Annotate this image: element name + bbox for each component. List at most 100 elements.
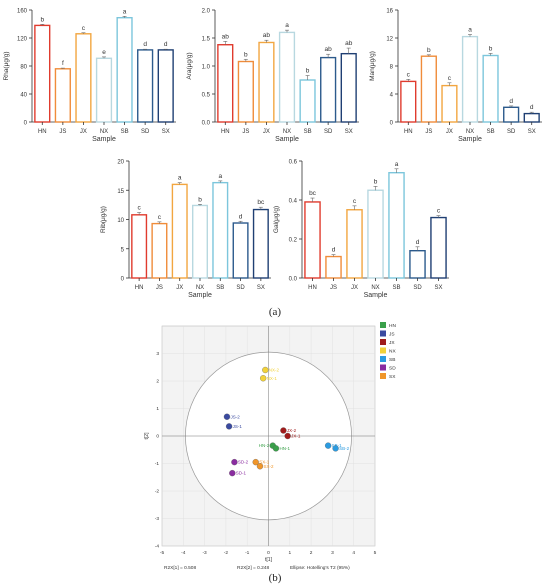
legend-swatch-SX [380,373,386,379]
bar-JS [325,255,342,279]
y-tick-label: 3 [156,351,159,357]
point-SD-2 [231,458,238,466]
significance-letter: a [285,22,289,29]
y-tick-label: -1 [155,461,160,467]
x-tick-label: NX [196,285,204,291]
y-tick-label: 0.6 [289,160,298,166]
bar-SD [409,249,426,279]
x-tick-label: 2 [310,550,313,556]
x-tick-label: 0 [267,550,270,556]
point-label: NX-1 [267,376,278,381]
bar-JX [171,183,188,279]
bar-JS [237,60,254,123]
significance-letter: bc [257,199,265,206]
bar-SD [320,56,337,123]
x-tick-label: JX [351,285,358,291]
bar-SD [232,222,249,279]
bar-JX [346,209,363,279]
point-label: JX-1 [291,434,301,439]
bar-SX [523,112,540,123]
x-tick-label: 1 [288,550,291,556]
significance-letter: d [143,41,147,48]
x-tick-label: NX [283,129,291,135]
significance-letter: d [239,213,243,220]
x-tick-label: SD [141,129,150,135]
y-axis-label: Man(μg/g) [369,51,376,81]
x-tick-label: HN [221,129,230,135]
significance-letter: c [353,198,357,205]
y-tick-label: 16 [386,9,393,15]
legend-swatch-SB [380,356,386,362]
x-tick-label: JX [80,129,87,135]
x-tick-label: -2 [224,550,229,556]
legend-label: JS [389,332,395,338]
point-JX-1 [284,432,291,440]
x-tick-label: NX [466,129,474,135]
point-HN-1 [272,445,280,452]
x-tick-label: SB [304,129,312,135]
y-tick-label: 0 [156,434,159,440]
x-axis-label: Sample [92,136,116,143]
significance-letter: b [40,16,44,23]
y-tick-label: 2.0 [202,9,211,15]
significance-letter: c [138,204,142,211]
point-label: SX-1 [259,460,270,465]
y-axis-label: Rib(μg/g) [100,206,107,233]
r2x1-label: R2X[1] = 0.508 [164,565,196,571]
bar-HN [34,24,51,123]
caption-a: (a) [268,306,282,318]
x-axis-label: Sample [275,136,299,143]
point-JS-2 [223,413,231,420]
point-JS-1 [225,423,233,430]
x-tick-label: -4 [181,550,186,556]
significance-letter: c [437,208,441,215]
bar-NX [191,204,209,279]
x-tick-label: SX [345,129,353,135]
y-tick-label: 0.0 [202,121,211,127]
caption-b: (b) [268,572,282,584]
x-tick-label: SD [236,285,245,291]
significance-letter: e [102,49,106,56]
significance-letter: d [164,41,168,48]
significance-letter: ab [325,46,333,53]
legend-label: NX [389,349,396,355]
point-label: JS-1 [233,424,243,429]
bar-JS [54,68,71,123]
ellipse-label: Ellipse: Hotelling's T2 (95%) [290,565,350,571]
y-tick-label: 0 [390,121,394,127]
bar-SD [503,106,520,123]
bar-SB [116,16,133,123]
x-tick-label: JX [263,129,270,135]
y-axis-label: Rha(μg/g) [3,51,10,80]
legend-label: JX [389,340,395,346]
ara-chart: 0.00.51.01.52.0Ara(μg/g)SampleabHNbJSabJ… [186,9,359,143]
x-tick-label: SD [507,129,516,135]
point-SB-1 [324,442,332,449]
legend-swatch-SD [380,364,386,371]
significance-letter: b [244,51,248,58]
x-tick-label: 4 [352,550,355,556]
x-tick-label: 5 [374,550,377,556]
r2x2-label: R2X[2] = 0.248 [237,565,269,571]
point-NX-1 [260,375,267,382]
x-tick-label: JS [425,129,432,135]
bar-HN [400,80,417,123]
point-JX-2 [280,427,287,434]
point-SX-1 [252,458,259,466]
x-tick-label: JS [330,285,337,291]
y-axis-label: Gal(μg/g) [273,206,280,233]
x-tick-label: -1 [245,550,250,556]
bar-SX [430,216,447,279]
bar-HN [304,201,321,279]
significance-letter: d [332,247,336,254]
point-label: HN-1 [279,446,290,451]
point-SB-2 [332,445,339,452]
legend-swatch-NX [380,347,386,354]
bar-SX [252,208,269,279]
x-tick-label: NX [100,129,108,135]
y-tick-label: 8 [390,65,394,71]
y-tick-label: 4 [390,93,394,99]
x-tick-label: SB [216,285,224,291]
significance-letter: b [306,68,310,75]
significance-letter: b [198,196,202,203]
